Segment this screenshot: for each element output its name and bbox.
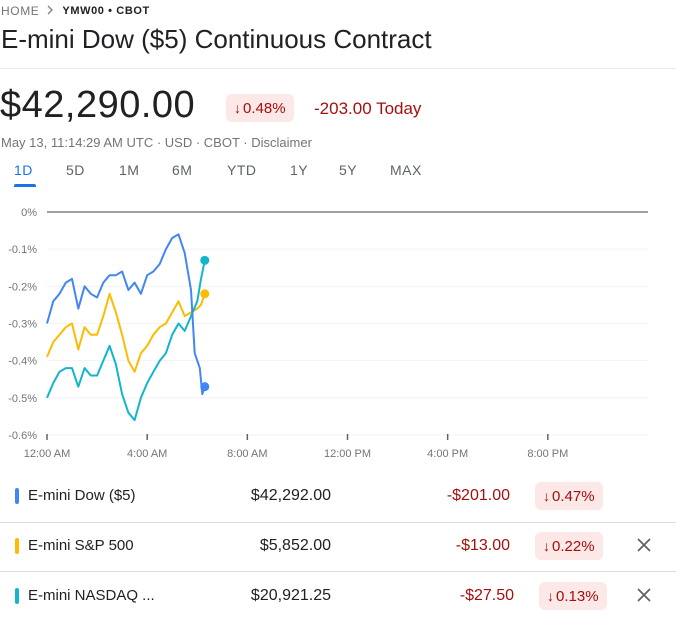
comparison-value: $5,852.00 — [259, 537, 331, 554]
tab-5y[interactable]: 5Y — [339, 162, 358, 178]
row-divider — [0, 571, 676, 572]
comparison-percent-badge: ↓ 0.13% — [539, 582, 607, 610]
y-tick-label: -0.5% — [8, 393, 37, 405]
active-tab-indicator — [14, 184, 36, 187]
comparison-name: E-mini NASDAQ ... — [28, 587, 155, 604]
chart-x-axis: 12:00 AM 4:00 AM 8:00 AM 12:00 PM 4:00 PM 8:0… — [24, 434, 568, 460]
page-title: E-mini Dow ($5) Continuous Contract — [1, 24, 432, 54]
series-line-2 — [46, 260, 206, 422]
remove-comparison-button[interactable] — [634, 536, 654, 556]
series-endpoint-1 — [200, 289, 210, 299]
tab-1y[interactable]: 1Y — [290, 162, 309, 178]
series-line-1 — [46, 292, 206, 373]
row-divider — [0, 522, 676, 523]
change-percent-value: 0.48% — [243, 99, 286, 117]
breadcrumb: HOME YMW00 • CBOT — [1, 4, 150, 18]
arrow-down-icon: ↓ — [234, 100, 241, 116]
y-tick-label: -0.3% — [8, 319, 37, 331]
x-tick-label: 4:00 PM — [427, 448, 468, 460]
tab-6m[interactable]: 6M — [172, 162, 193, 178]
close-icon — [637, 588, 651, 602]
x-tick-label: 4:00 AM — [127, 448, 167, 460]
comparison-percent: 0.13% — [556, 587, 599, 605]
x-tick-label: 8:00 AM — [227, 448, 267, 460]
y-tick-label: -0.4% — [8, 356, 37, 368]
change-percent-badge: ↓ 0.48% — [226, 94, 294, 122]
quote-subline: May 13, 11:14:29 AM UTC · USD · CBOT · D… — [1, 135, 312, 150]
chart-grid — [47, 211, 648, 436]
quote-exchange: CBOT — [203, 135, 240, 150]
x-tick-label: 12:00 PM — [324, 448, 371, 460]
comparison-row[interactable]: E-mini NASDAQ ... $20,921.25 -$27.50 ↓ 0… — [0, 572, 676, 621]
comparison-percent-badge: ↓ 0.47% — [535, 482, 603, 510]
tab-1m[interactable]: 1M — [119, 162, 140, 178]
arrow-down-icon: ↓ — [543, 538, 550, 554]
disclaimer-link[interactable]: Disclaimer — [251, 135, 312, 150]
chevron-right-icon — [47, 5, 54, 18]
tab-max[interactable]: MAX — [390, 162, 422, 178]
series-endpoint-0 — [200, 382, 210, 392]
comparison-change: -$201.00 — [446, 487, 510, 504]
arrow-down-icon: ↓ — [547, 588, 554, 604]
breadcrumb-home-link[interactable]: HOME — [1, 4, 40, 18]
current-price: $42,290.00 — [0, 84, 196, 126]
y-tick-label: -0.6% — [8, 430, 37, 442]
series-endpoint-2 — [200, 255, 210, 265]
series-line-0 — [46, 233, 206, 396]
remove-comparison-button[interactable] — [634, 586, 654, 606]
price-chart[interactable]: 0% -0.1% -0.2% -0.3% -0.4% -0.5% -0.6% 12:00 A… — [0, 198, 676, 468]
close-icon — [637, 538, 651, 552]
quote-currency: USD — [164, 135, 193, 150]
arrow-down-icon: ↓ — [543, 488, 550, 504]
quote-timestamp: May 13, 11:14:29 AM UTC — [1, 135, 154, 150]
y-tick-label: 0% — [21, 207, 37, 219]
x-tick-label: 8:00 PM — [527, 448, 568, 460]
breadcrumb-ticker: YMW00 • CBOT — [62, 5, 150, 17]
chart-y-axis: 0% -0.1% -0.2% -0.3% -0.4% -0.5% -0.6% — [8, 207, 37, 442]
comparison-change: -$27.50 — [459, 587, 514, 604]
comparison-row[interactable]: E-mini Dow ($5) $42,292.00 -$201.00 ↓ 0.… — [0, 472, 676, 521]
y-tick-label: -0.1% — [8, 244, 37, 256]
y-tick-label: -0.2% — [8, 281, 37, 293]
comparison-value: $42,292.00 — [250, 487, 331, 504]
comparison-percent: 0.22% — [552, 537, 595, 555]
series-color-marker — [15, 588, 19, 604]
comparison-percent-badge: ↓ 0.22% — [535, 532, 603, 560]
comparison-name: E-mini S&P 500 — [28, 537, 134, 554]
series-color-marker — [15, 538, 19, 554]
comparison-percent: 0.47% — [552, 487, 595, 505]
comparison-value: $20,921.25 — [250, 587, 331, 604]
tab-5d[interactable]: 5D — [66, 162, 85, 178]
change-today: -203.00 Today — [314, 99, 422, 118]
series-color-marker — [15, 488, 19, 504]
chart-series — [46, 233, 210, 422]
tab-1d[interactable]: 1D — [14, 162, 33, 178]
comparison-row[interactable]: E-mini S&P 500 $5,852.00 -$13.00 ↓ 0.22% — [0, 522, 676, 571]
header-divider — [0, 68, 676, 69]
comparison-name: E-mini Dow ($5) — [28, 487, 136, 504]
tab-ytd[interactable]: YTD — [227, 162, 257, 178]
x-tick-label: 12:00 AM — [24, 448, 70, 460]
comparison-change: -$13.00 — [455, 537, 510, 554]
